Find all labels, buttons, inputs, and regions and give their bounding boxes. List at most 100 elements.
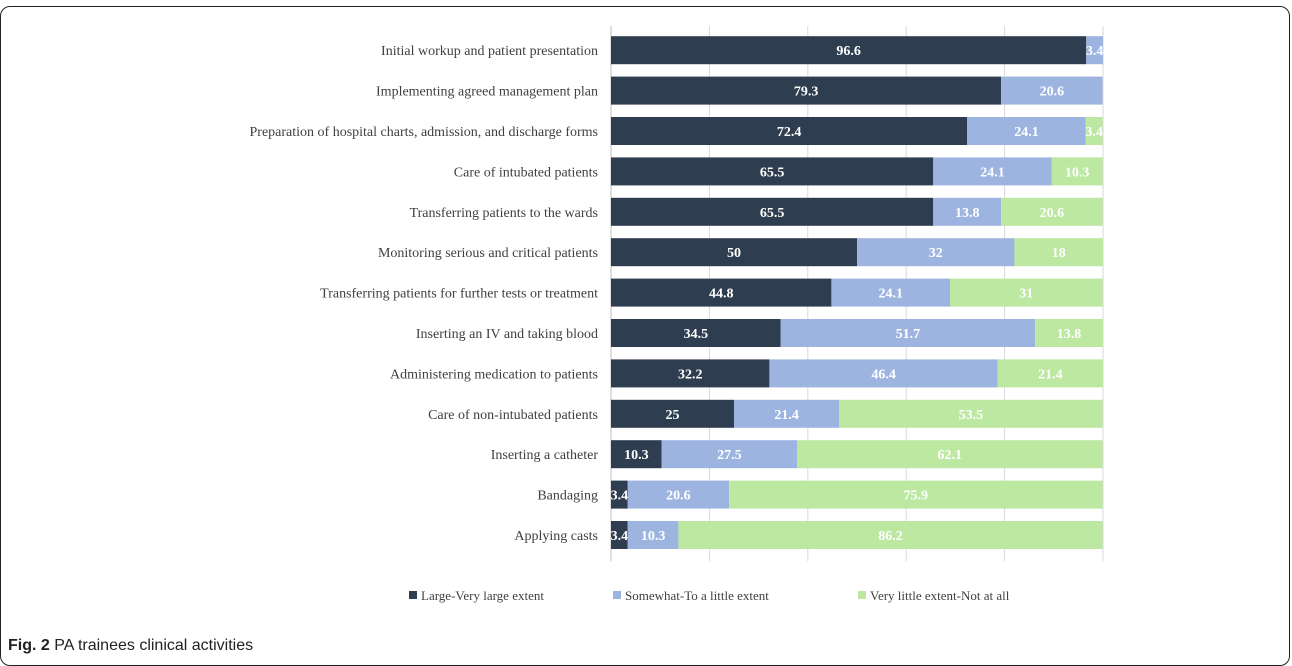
- data-label: 44.8: [709, 287, 734, 302]
- category-label: Care of non-intubated patients: [428, 408, 598, 423]
- data-label: 24.1: [1014, 125, 1039, 140]
- data-label: 96.6: [836, 44, 861, 59]
- data-label: 32.2: [678, 367, 703, 382]
- data-label: 72.4: [777, 125, 802, 140]
- data-label: 75.9: [904, 489, 929, 504]
- bar-segment: [611, 480, 628, 509]
- bar-segment: [729, 480, 1103, 509]
- data-label: 65.5: [760, 165, 785, 180]
- bar-segment: [611, 157, 934, 186]
- category-label: Initial workup and patient presentation: [381, 44, 598, 59]
- bar-segment: [997, 359, 1103, 388]
- bar-segment: [734, 399, 840, 428]
- bar-segment: [611, 521, 628, 549]
- data-label: 53.5: [959, 408, 984, 423]
- data-label: 10.3: [624, 448, 649, 463]
- data-label: 34.5: [684, 327, 709, 342]
- bar-segment: [611, 319, 781, 347]
- data-label: 18: [1052, 246, 1066, 261]
- bar-segment: [769, 359, 998, 388]
- data-label: 46.4: [871, 367, 896, 382]
- bar-segment: [611, 440, 662, 469]
- legend: Large-Very large extent Somewhat-To a lit…: [409, 588, 1010, 603]
- bar-segment: [780, 319, 1036, 347]
- data-label: 62.1: [937, 448, 962, 463]
- data-label: 31: [1019, 287, 1033, 302]
- category-label: Bandaging: [537, 489, 598, 504]
- bar-segment: [1085, 117, 1103, 145]
- data-label: 50: [727, 246, 741, 261]
- bar-segment: [1001, 197, 1103, 226]
- category-label: Care of intubated patients: [454, 165, 598, 180]
- figure-caption: Fig. 2 PA trainees clinical activities: [8, 637, 253, 655]
- legend-label: Somewhat-To a little extent: [625, 588, 769, 603]
- bar-segment: [611, 76, 1002, 105]
- data-label: 10.3: [1065, 165, 1090, 180]
- bar-segment: [1014, 238, 1103, 267]
- legend-swatch: [613, 591, 621, 599]
- data-label: 25: [666, 408, 680, 423]
- bar-segment: [1051, 157, 1103, 186]
- caption-text: PA trainees clinical activities: [49, 637, 254, 654]
- category-label: Administering medication to patients: [390, 367, 598, 382]
- data-label: 13.8: [1057, 327, 1082, 342]
- legend-label: Large-Very large extent: [421, 588, 544, 603]
- data-label: 27.5: [717, 448, 742, 463]
- category-label: Inserting a catheter: [491, 448, 599, 463]
- category-label: Transferring patients for further tests …: [320, 287, 598, 302]
- bar-segment: [611, 117, 968, 145]
- bar-segment: [611, 197, 934, 226]
- bar-segment: [611, 278, 832, 307]
- bar-segment: [627, 480, 730, 509]
- data-label: 65.5: [760, 206, 785, 221]
- data-label: 51.7: [896, 327, 921, 342]
- category-label: Preparation of hospital charts, admissio…: [250, 125, 599, 140]
- bar-segment: [627, 521, 679, 549]
- bar-segment: [1086, 36, 1103, 65]
- data-label: 3.4: [1086, 44, 1104, 59]
- data-label: 21.4: [774, 408, 799, 423]
- legend-label: Very little extent-Not at all: [870, 588, 1010, 603]
- category-labels: Initial workup and patient presentation I…: [250, 44, 599, 544]
- data-label: 86.2: [878, 529, 903, 544]
- category-label: Inserting an IV and taking blood: [416, 327, 598, 342]
- data-label: 3.4: [611, 489, 629, 504]
- bar-segment: [611, 359, 770, 388]
- bar-segment: [678, 521, 1103, 549]
- data-label: 24.1: [878, 287, 903, 302]
- bar-segment: [857, 238, 1015, 267]
- category-label: Implementing agreed management plan: [376, 85, 598, 100]
- data-label: 79.3: [794, 85, 819, 100]
- data-label: 10.3: [641, 529, 666, 544]
- bar-segment: [933, 197, 1002, 226]
- category-label: Monitoring serious and critical patients: [378, 246, 598, 261]
- legend-swatch: [409, 591, 417, 599]
- data-label: 21.4: [1038, 367, 1063, 382]
- legend-swatch: [858, 591, 866, 599]
- bar-segment: [796, 440, 1103, 469]
- bar-segment: [967, 117, 1086, 145]
- data-label: 20.6: [1040, 206, 1065, 221]
- data-label: 13.8: [955, 206, 980, 221]
- category-label: Applying casts: [514, 529, 598, 544]
- bar-segment: [1035, 319, 1103, 347]
- data-label: 20.6: [666, 489, 691, 504]
- bar-segment: [1001, 76, 1103, 105]
- category-label: Transferring patients to the wards: [410, 206, 598, 221]
- bar-segment: [661, 440, 797, 469]
- data-label: 32: [929, 246, 943, 261]
- data-label: 3.4: [611, 529, 629, 544]
- bar-segment: [611, 238, 857, 267]
- bar-segment: [949, 278, 1103, 307]
- bar-segment: [839, 399, 1103, 428]
- data-label: 20.6: [1040, 85, 1065, 100]
- bars-layer: 96.6 3.4 79.3 20.6 72.4 24.1 3.4 65.5 24.1 10.3 65…: [611, 36, 1104, 549]
- data-label: 24.1: [980, 165, 1005, 180]
- data-label: 3.4: [1085, 125, 1103, 140]
- bar-segment: [831, 278, 950, 307]
- bar-segment: [611, 36, 1087, 65]
- bar-segment: [611, 399, 734, 428]
- bar-segment: [933, 157, 1052, 186]
- caption-label: Fig. 2: [8, 637, 50, 654]
